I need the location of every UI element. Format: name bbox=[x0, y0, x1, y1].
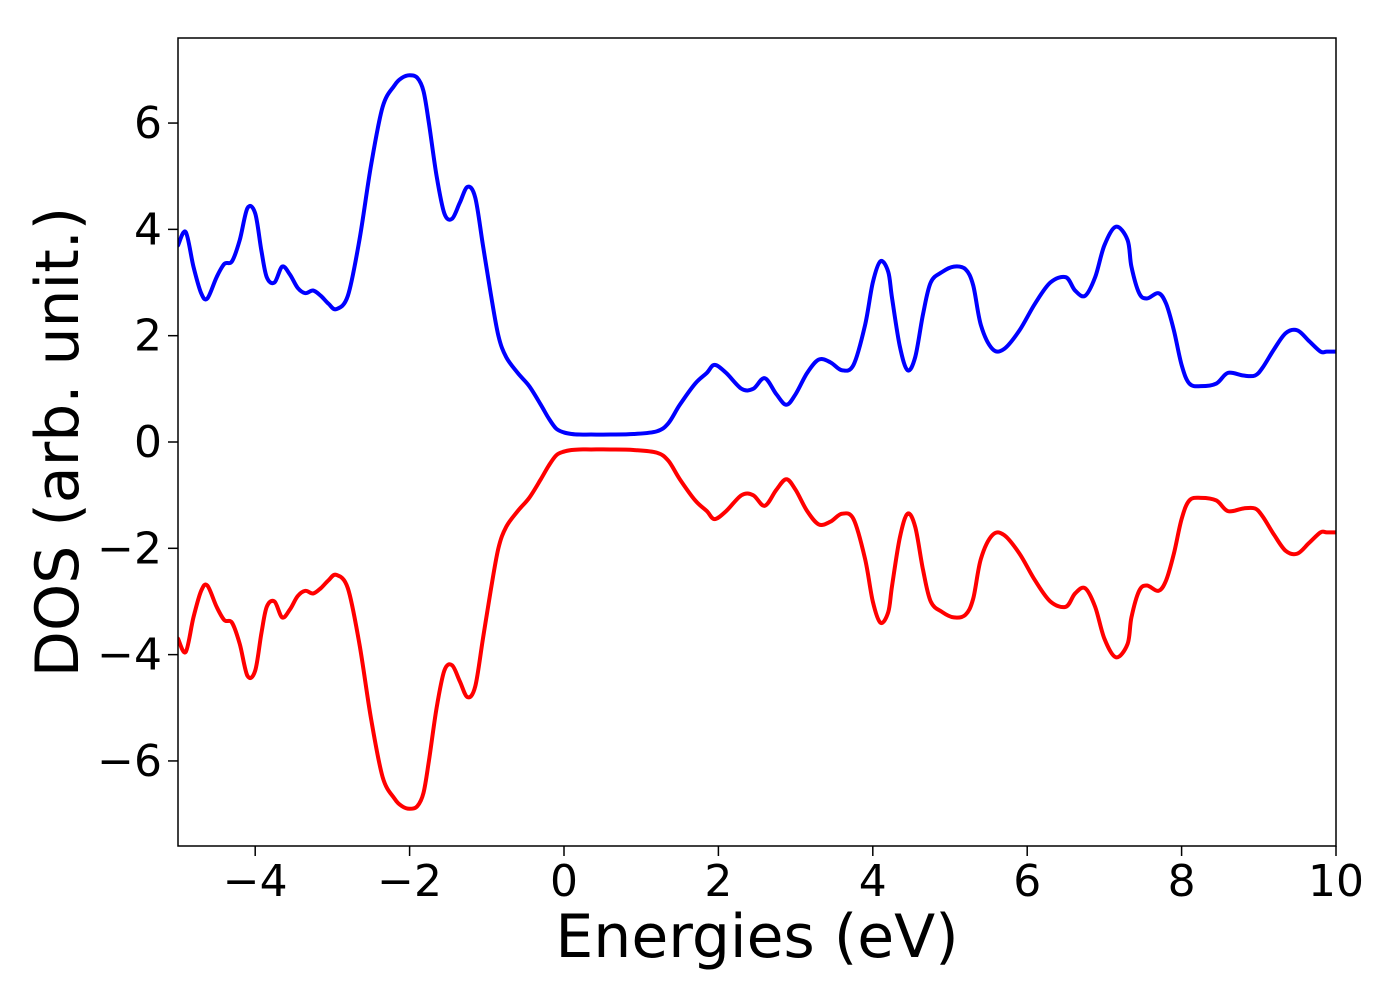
y-tick-label: −4 bbox=[97, 630, 162, 681]
x-tick-label: −2 bbox=[377, 856, 442, 907]
y-tick-label: 0 bbox=[134, 417, 162, 468]
x-tick-label: 0 bbox=[550, 856, 578, 907]
y-tick-label: 6 bbox=[134, 98, 162, 149]
plot-frame bbox=[177, 37, 1337, 847]
y-tick-label: 4 bbox=[134, 204, 162, 255]
x-tick-label: −4 bbox=[223, 856, 288, 907]
y-tick-label: −2 bbox=[97, 523, 162, 574]
x-tick-label: 10 bbox=[1308, 856, 1364, 907]
series-line-1 bbox=[178, 73, 1336, 437]
y-axis-title: DOS (arb. unit.) bbox=[23, 207, 93, 677]
series-layer bbox=[178, 73, 1336, 811]
x-tick-label: 6 bbox=[1013, 856, 1041, 907]
y-axis-ticks: −6 −4 −2 0 2 4 6 bbox=[97, 98, 178, 787]
x-axis-title: Energies (eV) bbox=[555, 902, 958, 972]
x-tick-label: 8 bbox=[1168, 856, 1196, 907]
series-line-2 bbox=[178, 447, 1336, 811]
x-tick-label: 4 bbox=[859, 856, 887, 907]
x-tick-label: 2 bbox=[704, 856, 732, 907]
y-tick-label: 2 bbox=[134, 311, 162, 362]
x-axis-ticks: −4 −2 0 2 4 6 8 10 bbox=[223, 846, 1364, 907]
y-tick-label: −6 bbox=[97, 736, 162, 787]
